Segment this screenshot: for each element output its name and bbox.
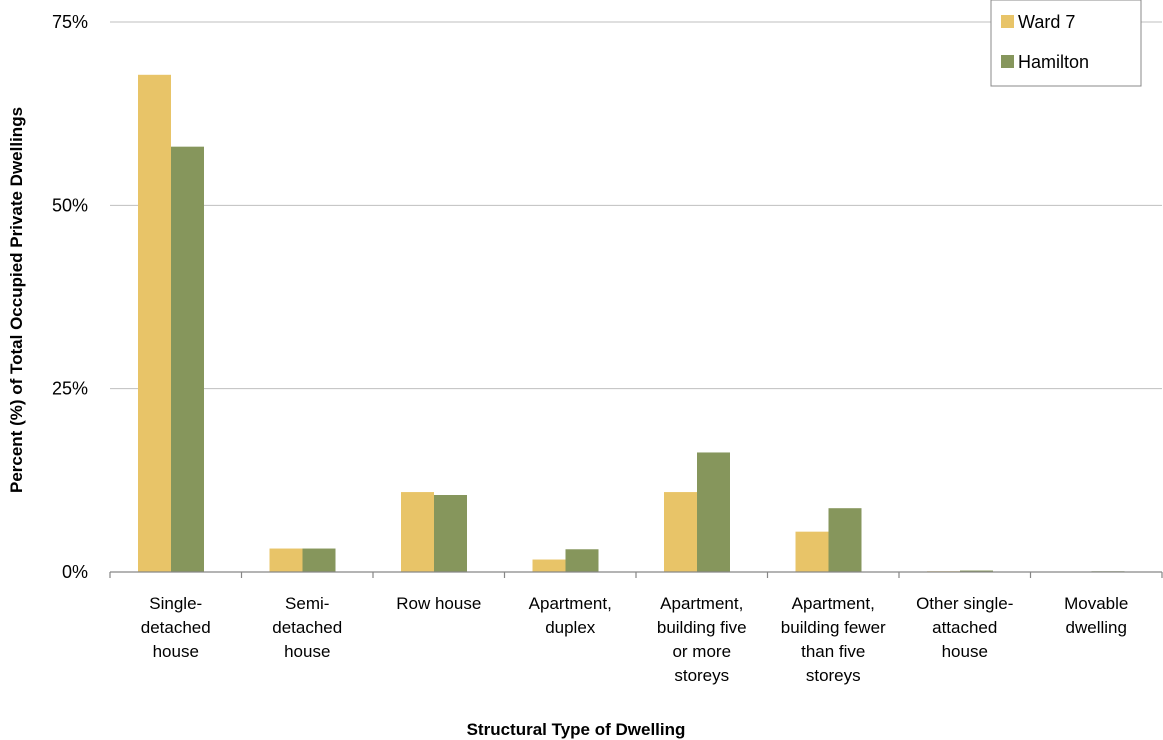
- legend-swatch: [1001, 55, 1014, 68]
- bar-hamilton: [697, 452, 730, 572]
- legend-label: Ward 7: [1018, 12, 1075, 32]
- bars: [138, 74, 1125, 573]
- x-tick-label: Apartment, duplex: [529, 594, 612, 637]
- bar-hamilton: [565, 549, 599, 572]
- x-tick-label: Apartment, building five or more storeys: [657, 594, 747, 685]
- bar-hamilton: [302, 548, 336, 572]
- bar-hamilton: [171, 146, 204, 572]
- gridlines: [110, 21, 1162, 390]
- legend-swatch: [1001, 15, 1014, 28]
- x-tick-label: Semi-detached house: [272, 594, 342, 661]
- y-tick-label: 50%: [52, 195, 88, 215]
- legend: Ward 7 Hamilton: [990, 0, 1142, 87]
- x-category-labels: Single-detached house Semi-detached house Ro…: [141, 594, 1129, 685]
- x-axis-title: Structural Type of Dwelling: [467, 720, 686, 739]
- x-tick-label: Movable dwelling: [1064, 594, 1128, 637]
- bar-ward-7: [664, 492, 697, 572]
- axes: [109, 571, 1163, 578]
- bar-hamilton: [960, 570, 993, 572]
- legend-label: Hamilton: [1018, 52, 1089, 72]
- bar-ward-7: [138, 74, 171, 573]
- y-tick-label: 0%: [62, 562, 88, 582]
- bar-ward-7: [269, 548, 303, 572]
- y-axis-title: Percent (%) of Total Occupied Private Dw…: [7, 107, 26, 493]
- y-tick-label: 75%: [52, 12, 88, 32]
- bar-ward-7: [795, 531, 829, 572]
- x-tick-label: Apartment, building fewer than five storeys: [781, 594, 886, 685]
- legend-box: [990, 0, 1142, 87]
- x-tick-label: Row house: [396, 594, 481, 613]
- x-tick-label: Single-detached house: [141, 594, 211, 661]
- y-tick-labels: 0% 25% 50% 75%: [52, 12, 88, 582]
- bar-ward-7: [401, 492, 434, 572]
- bar-hamilton: [828, 508, 862, 572]
- x-tick-label: Other single-attached house: [916, 594, 1013, 661]
- bar-ward-7: [532, 559, 566, 572]
- y-tick-label: 25%: [52, 379, 88, 399]
- bar-hamilton: [434, 495, 467, 572]
